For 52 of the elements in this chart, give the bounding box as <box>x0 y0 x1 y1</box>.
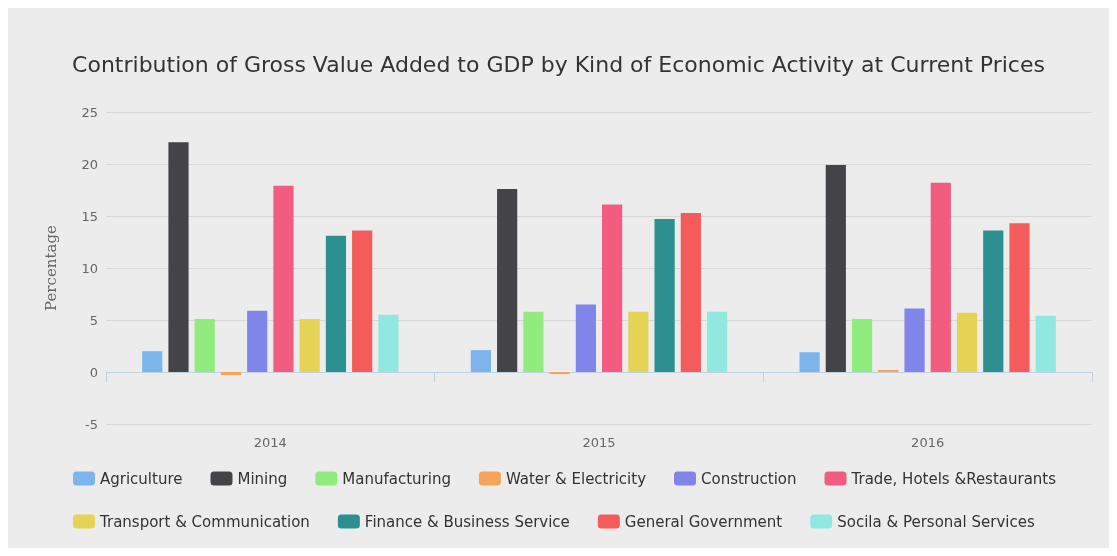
bar <box>497 188 518 372</box>
y-tick-label: 0 <box>89 364 98 380</box>
bar <box>628 311 649 372</box>
y-tick-label: 20 <box>81 156 98 172</box>
bar <box>878 369 899 372</box>
legend-label: Water & Electricity <box>505 469 647 488</box>
bar <box>851 318 873 372</box>
chart-title: Contribution of Gross Value Added to GDP by Kind of Economic Activity at Current Prices <box>72 51 1045 77</box>
y-tick-label: -5 <box>85 416 98 432</box>
x-tick-label: 2016 <box>911 435 945 450</box>
bar <box>352 230 373 372</box>
bar <box>378 314 399 372</box>
bar <box>325 235 347 372</box>
bar <box>680 212 701 372</box>
bar <box>799 352 820 372</box>
bar <box>247 310 268 372</box>
bar <box>470 350 492 372</box>
legend-label: Mining <box>237 469 288 488</box>
bar <box>602 204 623 372</box>
bar <box>1009 223 1030 372</box>
bar <box>930 182 951 372</box>
bar <box>194 318 215 372</box>
bar <box>142 351 163 372</box>
bar <box>273 185 294 372</box>
bar <box>549 372 570 375</box>
y-tick-label: 10 <box>81 260 98 276</box>
bar <box>299 318 320 372</box>
bar <box>575 304 596 372</box>
legend-label: General Government <box>624 512 783 531</box>
x-tick-label: 2014 <box>253 435 287 450</box>
legend-label: Trade, Hotels &Restaurants <box>850 469 1057 488</box>
bar <box>220 372 242 376</box>
bar <box>956 312 978 372</box>
bar <box>523 311 544 372</box>
y-tick-label: 5 <box>89 312 98 328</box>
legend-label: Manufacturing <box>342 469 451 488</box>
y-tick-label: 15 <box>81 208 98 224</box>
bar <box>825 165 846 372</box>
legend-label: Transport & Communication <box>99 512 310 531</box>
legend-label: Agriculture <box>100 469 183 488</box>
bar <box>706 311 728 372</box>
y-axis-title: Percentage <box>41 224 60 311</box>
bar <box>654 219 675 372</box>
bar <box>983 230 1004 372</box>
legend-label: Socila & Personal Services <box>837 512 1035 531</box>
bar <box>1035 315 1056 372</box>
x-tick-label: 2015 <box>582 435 616 450</box>
legend-label: Finance & Business Service <box>364 512 570 531</box>
bar <box>904 308 925 372</box>
y-tick-label: 25 <box>81 104 98 120</box>
bar <box>168 142 189 372</box>
legend-label: Construction <box>701 469 797 488</box>
